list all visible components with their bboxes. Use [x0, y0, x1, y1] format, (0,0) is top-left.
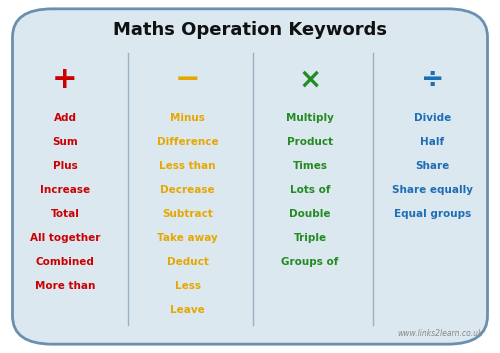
- Text: Less: Less: [174, 281, 201, 291]
- Text: Share: Share: [416, 161, 450, 171]
- Text: Plus: Plus: [52, 161, 78, 171]
- Text: Deduct: Deduct: [166, 257, 208, 267]
- Text: +: +: [52, 65, 78, 94]
- Text: Maths Operation Keywords: Maths Operation Keywords: [113, 21, 387, 39]
- Text: Equal groups: Equal groups: [394, 209, 471, 219]
- Text: Lots of: Lots of: [290, 185, 330, 195]
- Text: Take away: Take away: [157, 233, 218, 243]
- Text: ×: ×: [298, 65, 322, 94]
- Text: Times: Times: [292, 161, 328, 171]
- Text: Multiply: Multiply: [286, 113, 334, 123]
- Text: More than: More than: [35, 281, 95, 291]
- Text: Total: Total: [50, 209, 80, 219]
- Text: Subtract: Subtract: [162, 209, 213, 219]
- Text: Groups of: Groups of: [282, 257, 339, 267]
- Text: www.links2learn.co.uk: www.links2learn.co.uk: [397, 329, 482, 338]
- Text: All together: All together: [30, 233, 100, 243]
- Text: Increase: Increase: [40, 185, 90, 195]
- Text: Difference: Difference: [156, 137, 218, 147]
- Text: Half: Half: [420, 137, 444, 147]
- Text: ÷: ÷: [421, 65, 444, 94]
- Text: Divide: Divide: [414, 113, 451, 123]
- FancyBboxPatch shape: [12, 9, 488, 344]
- Text: Triple: Triple: [294, 233, 326, 243]
- Text: Add: Add: [54, 113, 76, 123]
- Text: Product: Product: [287, 137, 333, 147]
- Text: Combined: Combined: [36, 257, 94, 267]
- Text: Decrease: Decrease: [160, 185, 215, 195]
- Text: Double: Double: [289, 209, 331, 219]
- Text: Minus: Minus: [170, 113, 205, 123]
- Text: Leave: Leave: [170, 305, 205, 315]
- Text: Share equally: Share equally: [392, 185, 473, 195]
- Text: −: −: [175, 65, 200, 94]
- Text: Less than: Less than: [159, 161, 216, 171]
- Text: Sum: Sum: [52, 137, 78, 147]
